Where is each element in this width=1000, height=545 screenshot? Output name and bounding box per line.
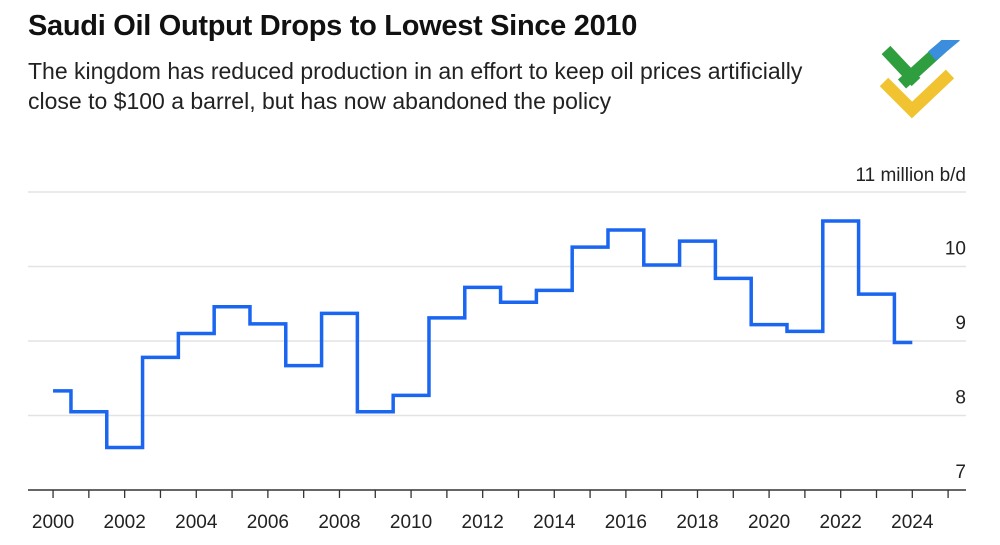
checkmark-logo-icon xyxy=(879,40,960,119)
chart-title: Saudi Oil Output Drops to Lowest Since 2… xyxy=(28,10,638,42)
x-tick-label: 2002 xyxy=(104,512,146,533)
x-tick-label: 2000 xyxy=(32,512,74,533)
x-tick-label: 2022 xyxy=(820,512,862,533)
x-tick-label: 2016 xyxy=(605,512,647,533)
subtitle-line-2: close to $100 a barrel, but has now aban… xyxy=(28,88,612,114)
x-tick-label: 2024 xyxy=(891,512,934,533)
x-tick-label: 2006 xyxy=(247,512,289,533)
x-tick-label: 2020 xyxy=(748,512,790,533)
chart-subtitle: The kingdom has reduced production in an… xyxy=(28,56,888,116)
x-tick-label: 2004 xyxy=(175,512,218,533)
subtitle-line-1: The kingdom has reduced production in an… xyxy=(28,58,803,84)
x-tick-label: 2014 xyxy=(533,512,576,533)
x-tick-label: 2010 xyxy=(390,512,432,533)
grid-lines xyxy=(28,191,966,417)
y-tick-label: 9 xyxy=(955,313,966,334)
x-tick-label: 2008 xyxy=(318,512,360,533)
series-line-saudi-output xyxy=(53,219,913,450)
x-axis-ticks: 2000 2002 2004 2006 2008 2010 2012 2014 2016 2018… xyxy=(32,490,949,533)
x-tick-label: 2012 xyxy=(462,512,504,533)
y-tick-label: 8 xyxy=(955,388,966,409)
y-axis-tick-labels: 7 8 9 10 xyxy=(945,239,966,484)
x-tick-label: 2018 xyxy=(676,512,718,533)
y-tick-label: 10 xyxy=(945,239,966,260)
y-tick-label: 7 xyxy=(955,462,966,483)
y-axis-unit-label: 11 million b/d xyxy=(855,165,966,186)
